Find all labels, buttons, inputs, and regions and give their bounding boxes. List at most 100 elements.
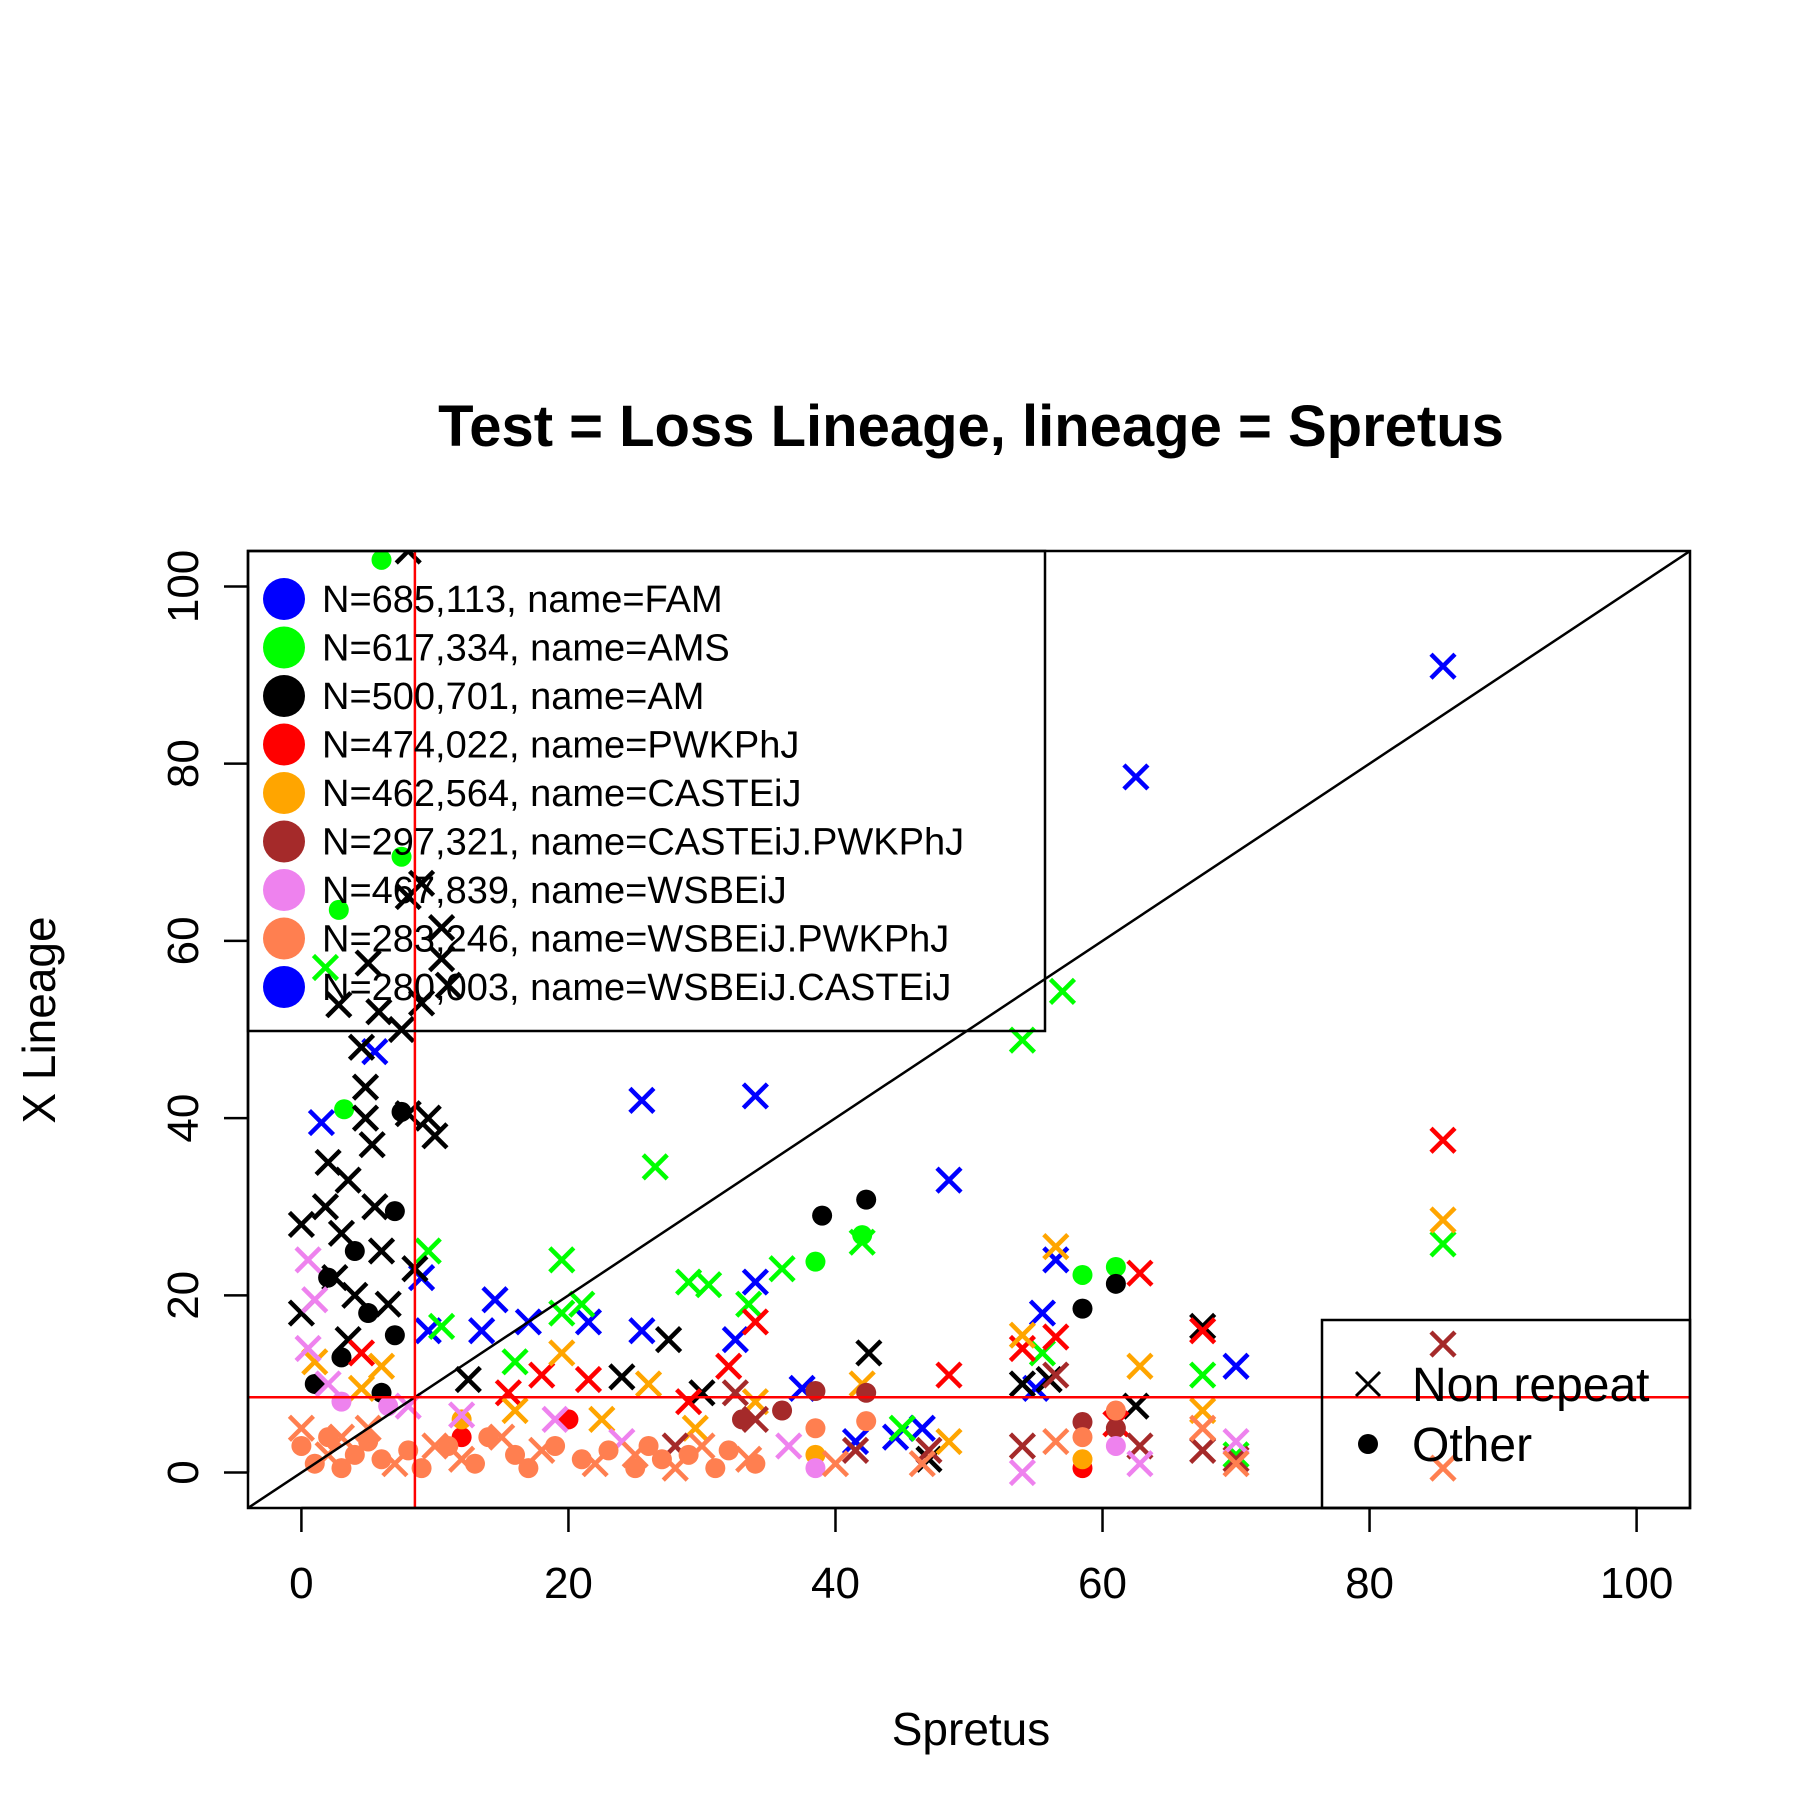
shape-legend: Non repeat Other (1320, 1318, 1692, 1510)
data-point-cross (528, 1361, 556, 1389)
data-point-cross (1042, 1233, 1070, 1261)
data-point-cross (1126, 1259, 1154, 1287)
data-point-dot (856, 1189, 877, 1210)
legend-swatch (263, 820, 305, 863)
data-point-cross (675, 1388, 703, 1416)
data-point-dot (1105, 1435, 1126, 1456)
series-5 (661, 1330, 1457, 1473)
data-point-cross (848, 1228, 876, 1256)
data-point-dot (745, 1453, 766, 1474)
data-point-cross (888, 1414, 916, 1442)
data-point-cross (1222, 1352, 1250, 1380)
data-point-dot (398, 1440, 419, 1461)
data-point-dot (1105, 1418, 1126, 1439)
data-point-cross (1429, 1126, 1457, 1154)
data-point-cross (841, 1427, 870, 1456)
x-tick-label: 40 (811, 1559, 860, 1608)
data-point-dot (1105, 1256, 1126, 1277)
data-point-cross (1429, 1206, 1457, 1234)
data-point-cross (428, 945, 456, 973)
x-tick-label: 20 (544, 1559, 593, 1608)
series-legend: N=685,113, name=FAM N=617,334, name=AMS N=… (246, 549, 1047, 1033)
data-point-dot (331, 1347, 352, 1368)
data-point-dot (718, 1440, 739, 1461)
legend-label: N=500,701, name=AM (322, 676, 704, 718)
data-point-cross (287, 1414, 315, 1442)
y-tick-label: 20 (159, 1271, 208, 1320)
data-point-dot (1072, 1449, 1093, 1470)
data-point-cross (1028, 1299, 1057, 1327)
data-point-dot (558, 1409, 579, 1430)
data-point-dot (331, 1458, 352, 1479)
data-point-cross (855, 1339, 883, 1367)
data-point-dot (505, 1444, 526, 1465)
data-point-cross (428, 1312, 456, 1340)
data-point-dot (678, 1444, 699, 1465)
legend-label: N=283,246, name=WSBEiJ.PWKPhJ (322, 919, 949, 961)
data-point-dot (464, 1453, 485, 1474)
data-point-cross (1008, 1370, 1036, 1398)
data-point-dot (384, 1325, 405, 1346)
data-point-cross (301, 1348, 329, 1376)
data-point-dot (1072, 1427, 1093, 1448)
data-point-cross (741, 1308, 769, 1336)
legend-dot-symbol (1358, 1434, 1378, 1454)
data-point-cross (414, 1237, 442, 1265)
data-point-cross (1189, 1312, 1217, 1340)
data-point-dot (371, 1449, 392, 1470)
data-point-dot (304, 1373, 325, 1394)
data-point-dot (318, 1267, 339, 1288)
x-tick-label: 0 (289, 1559, 313, 1608)
data-point-cross (501, 1348, 529, 1376)
data-point-dot (571, 1449, 592, 1470)
data-point-dot (1072, 1412, 1093, 1433)
data-point-cross (394, 882, 422, 911)
data-point-dot (805, 1458, 826, 1479)
legend-label: N=280,003, name=WSBEiJ.CASTEiJ (322, 967, 951, 1009)
data-point-cross (294, 1334, 322, 1363)
data-point-cross (501, 1396, 529, 1425)
data-point-dot (518, 1458, 539, 1479)
data-point-cross (1042, 1427, 1070, 1456)
data-point-dot (856, 1411, 877, 1432)
data-point-cross (454, 1365, 482, 1394)
data-point-cross (1189, 1317, 1217, 1345)
data-point-dot (334, 1099, 355, 1120)
data-point-cross (1189, 1361, 1217, 1389)
y-tick-label: 40 (159, 1094, 208, 1143)
data-point-cross (915, 1436, 943, 1464)
data-point-dot (598, 1440, 619, 1461)
data-point-cross (935, 1166, 963, 1194)
data-point-cross (1042, 1323, 1070, 1351)
data-point-cross (741, 1082, 769, 1110)
data-point-cross (494, 1379, 522, 1407)
shape-legend-label: Other (1412, 1419, 1532, 1472)
data-point-cross (1189, 1436, 1217, 1464)
data-point-cross (481, 1286, 509, 1314)
data-point-dot (705, 1458, 726, 1479)
series-2 (287, 551, 1217, 1473)
shape-legend-label: Non repeat (1412, 1359, 1650, 1412)
data-point-cross (1126, 1352, 1154, 1380)
data-point-dot (378, 1396, 399, 1417)
data-point-cross (735, 1290, 763, 1318)
data-point-cross (307, 1108, 336, 1137)
y-tick-label: 0 (159, 1460, 208, 1484)
data-point-cross (628, 1317, 656, 1345)
legend-swatch (263, 917, 305, 960)
data-point-cross (314, 1370, 342, 1398)
data-point-cross (1048, 977, 1077, 1005)
data-point-cross (1008, 1432, 1036, 1460)
y-axis-label: X Lineage (13, 916, 65, 1123)
data-point-cross (628, 1086, 656, 1114)
data-point-dot (391, 846, 412, 867)
data-point-cross (608, 1363, 636, 1391)
data-point-cross (421, 1122, 449, 1150)
data-point-dot (478, 1427, 499, 1448)
data-point-dot (391, 1101, 412, 1122)
data-point-cross (1222, 1427, 1250, 1456)
legend-label: N=617,334, name=AMS (322, 628, 730, 670)
legend-swatch (263, 723, 305, 766)
data-point-cross (351, 1104, 380, 1132)
